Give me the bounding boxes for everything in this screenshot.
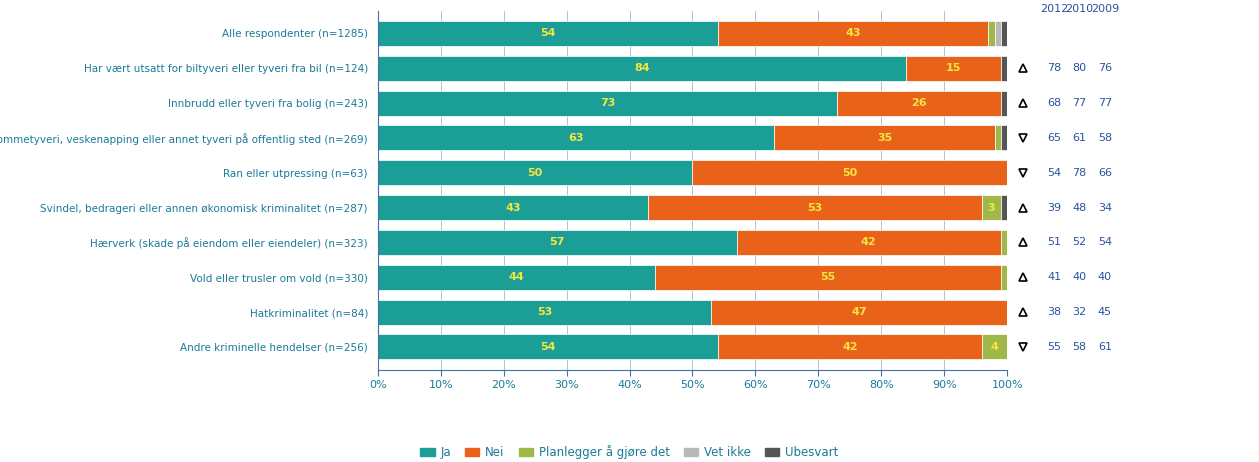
Bar	[378, 230, 737, 255]
Text: 2010: 2010	[1065, 4, 1094, 14]
Text: 61: 61	[1098, 342, 1112, 352]
Text: 45: 45	[1098, 307, 1112, 317]
Text: 54: 54	[1098, 237, 1112, 248]
Text: 65: 65	[1047, 133, 1061, 143]
Bar	[1001, 265, 1007, 290]
Bar	[737, 230, 1001, 255]
Text: 55: 55	[1047, 342, 1061, 352]
Text: 44: 44	[509, 272, 524, 282]
Text: 58: 58	[1098, 133, 1112, 143]
Bar	[692, 160, 1007, 185]
Text: 80: 80	[1073, 63, 1087, 73]
Bar	[378, 125, 774, 151]
Text: 2012: 2012	[1040, 4, 1069, 14]
Text: 40: 40	[1098, 272, 1112, 282]
Bar	[378, 160, 692, 185]
Bar	[655, 265, 1001, 290]
Bar	[711, 299, 1007, 325]
Text: 78: 78	[1047, 63, 1061, 73]
Text: 40: 40	[1073, 272, 1087, 282]
Text: 50: 50	[528, 168, 543, 178]
Text: 39: 39	[1047, 202, 1061, 213]
Text: 77: 77	[1098, 98, 1112, 108]
Bar	[1001, 195, 1007, 220]
Text: 51: 51	[1047, 237, 1061, 248]
Text: 76: 76	[1098, 63, 1112, 73]
Bar	[982, 195, 1001, 220]
Text: 54: 54	[540, 342, 555, 352]
Text: 73: 73	[599, 98, 616, 108]
Bar	[718, 334, 982, 359]
Text: 54: 54	[540, 28, 555, 38]
Text: 77: 77	[1073, 98, 1087, 108]
Text: 57: 57	[549, 237, 565, 248]
Text: 53: 53	[807, 202, 823, 213]
Bar	[378, 21, 718, 46]
Text: 66: 66	[1098, 168, 1112, 178]
Text: 26: 26	[912, 98, 927, 108]
Text: 61: 61	[1073, 133, 1087, 143]
Text: 78: 78	[1073, 168, 1087, 178]
Text: 84: 84	[635, 63, 650, 73]
Bar	[378, 195, 648, 220]
Bar	[648, 195, 982, 220]
Bar	[837, 91, 1001, 116]
Bar	[982, 334, 1007, 359]
Bar	[995, 125, 1001, 151]
Text: 41: 41	[1047, 272, 1061, 282]
Text: 43: 43	[505, 202, 521, 213]
Text: 52: 52	[1073, 237, 1087, 248]
Bar	[1001, 21, 1007, 46]
Bar	[906, 55, 1001, 81]
Text: 50: 50	[842, 168, 857, 178]
Text: 68: 68	[1047, 98, 1061, 108]
Text: 15: 15	[946, 63, 962, 73]
Legend: Ja, Nei, Planlegger å gjøre det, Vet ikke, Ubesvart: Ja, Nei, Planlegger å gjøre det, Vet ikk…	[415, 441, 844, 462]
Text: 43: 43	[845, 28, 861, 38]
Text: 34: 34	[1098, 202, 1112, 213]
Text: 42: 42	[861, 237, 876, 248]
Bar	[718, 21, 988, 46]
Bar	[774, 125, 995, 151]
Text: 48: 48	[1073, 202, 1087, 213]
Text: 4: 4	[991, 342, 998, 352]
Text: 63: 63	[568, 133, 584, 143]
Text: 42: 42	[842, 342, 857, 352]
Bar	[1001, 230, 1007, 255]
Text: 58: 58	[1073, 342, 1087, 352]
Text: 55: 55	[820, 272, 836, 282]
Text: 53: 53	[536, 307, 553, 317]
Text: 32: 32	[1073, 307, 1087, 317]
Text: 3: 3	[987, 202, 996, 213]
Text: 2009: 2009	[1090, 4, 1119, 14]
Text: 54: 54	[1047, 168, 1061, 178]
Bar	[1001, 55, 1007, 81]
Text: 35: 35	[876, 133, 893, 143]
Bar	[378, 299, 711, 325]
Bar	[988, 21, 995, 46]
Text: 47: 47	[851, 307, 867, 317]
Bar	[378, 265, 655, 290]
Bar	[1013, 160, 1020, 185]
Text: 38: 38	[1047, 307, 1061, 317]
Bar	[1007, 160, 1013, 185]
Bar	[995, 21, 1001, 46]
Bar	[1001, 125, 1007, 151]
Bar	[378, 55, 906, 81]
Bar	[378, 334, 718, 359]
Bar	[378, 91, 837, 116]
Bar	[1001, 91, 1007, 116]
